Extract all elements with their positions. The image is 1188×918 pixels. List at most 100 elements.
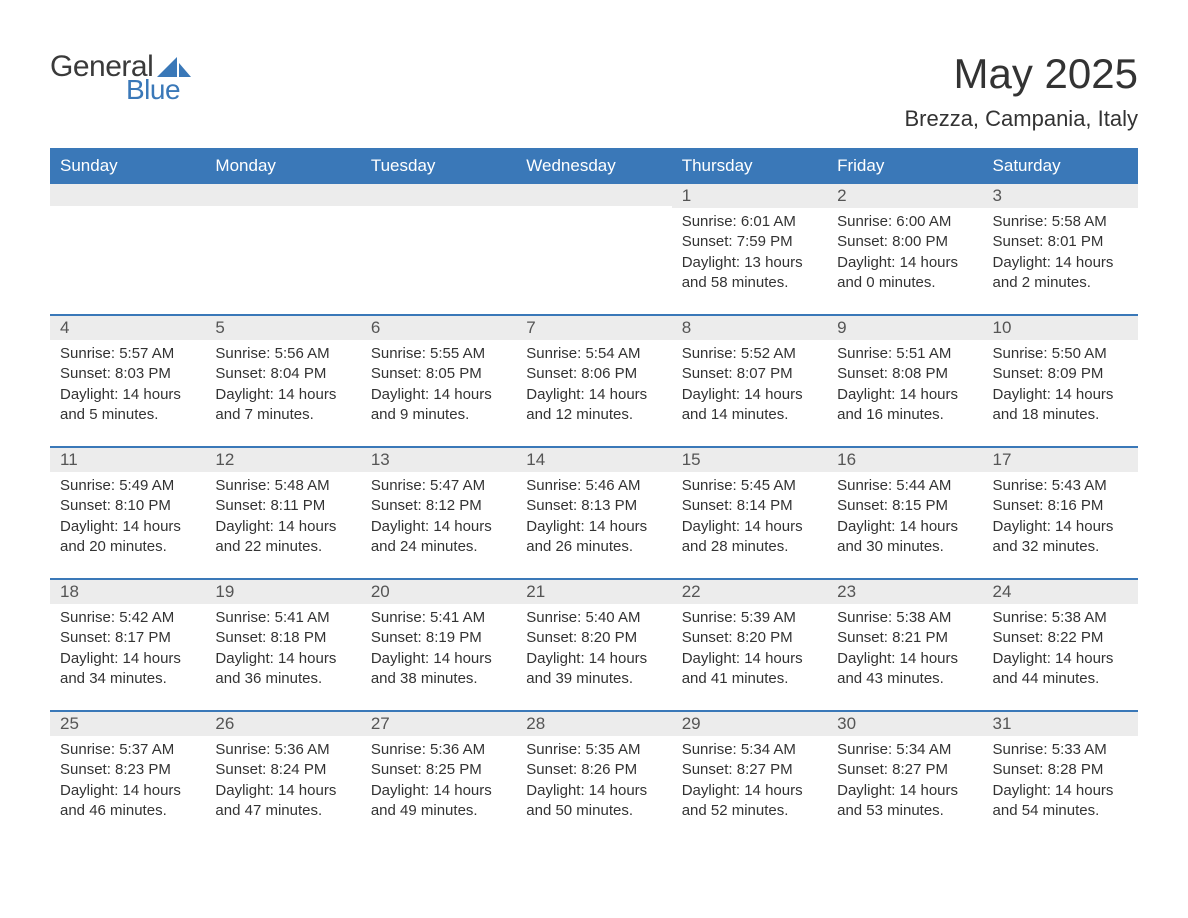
sunset-text: Sunset: 8:27 PM bbox=[837, 760, 972, 780]
weekday-header: Thursday bbox=[672, 149, 827, 182]
title-block: May 2025 Brezza, Campania, Italy bbox=[904, 50, 1138, 132]
sunrise-text: Sunrise: 5:49 AM bbox=[60, 476, 195, 496]
calendar-day-cell: 12Sunrise: 5:48 AMSunset: 8:11 PMDayligh… bbox=[205, 446, 360, 578]
calendar-day-cell: 16Sunrise: 5:44 AMSunset: 8:15 PMDayligh… bbox=[827, 446, 982, 578]
day-details: Sunrise: 5:46 AMSunset: 8:13 PMDaylight:… bbox=[516, 472, 671, 563]
daylight-text-1: Daylight: 14 hours bbox=[215, 781, 350, 801]
day-details: Sunrise: 5:44 AMSunset: 8:15 PMDaylight:… bbox=[827, 472, 982, 563]
daylight-text-2: and 12 minutes. bbox=[526, 405, 661, 425]
day-number-empty bbox=[205, 182, 360, 206]
sunset-text: Sunset: 8:09 PM bbox=[993, 364, 1128, 384]
day-number: 19 bbox=[205, 578, 360, 604]
calendar-header-row: SundayMondayTuesdayWednesdayThursdayFrid… bbox=[50, 149, 1138, 182]
weekday-header: Saturday bbox=[983, 149, 1138, 182]
day-details: Sunrise: 5:49 AMSunset: 8:10 PMDaylight:… bbox=[50, 472, 205, 563]
sunrise-text: Sunrise: 5:36 AM bbox=[215, 740, 350, 760]
calendar-day-cell bbox=[205, 182, 360, 314]
daylight-text-1: Daylight: 14 hours bbox=[526, 385, 661, 405]
daylight-text-1: Daylight: 14 hours bbox=[837, 517, 972, 537]
calendar-day-cell: 31Sunrise: 5:33 AMSunset: 8:28 PMDayligh… bbox=[983, 710, 1138, 842]
day-details: Sunrise: 5:55 AMSunset: 8:05 PMDaylight:… bbox=[361, 340, 516, 431]
day-number-empty bbox=[361, 182, 516, 206]
calendar-week-row: 18Sunrise: 5:42 AMSunset: 8:17 PMDayligh… bbox=[50, 578, 1138, 710]
daylight-text-2: and 38 minutes. bbox=[371, 669, 506, 689]
day-number: 30 bbox=[827, 710, 982, 736]
sunset-text: Sunset: 8:05 PM bbox=[371, 364, 506, 384]
brand-word2: Blue bbox=[126, 74, 180, 106]
sunrise-text: Sunrise: 5:52 AM bbox=[682, 344, 817, 364]
day-number: 21 bbox=[516, 578, 671, 604]
sunrise-text: Sunrise: 5:50 AM bbox=[993, 344, 1128, 364]
day-details: Sunrise: 5:36 AMSunset: 8:25 PMDaylight:… bbox=[361, 736, 516, 827]
daylight-text-2: and 26 minutes. bbox=[526, 537, 661, 557]
calendar-day-cell: 22Sunrise: 5:39 AMSunset: 8:20 PMDayligh… bbox=[672, 578, 827, 710]
sunrise-text: Sunrise: 5:35 AM bbox=[526, 740, 661, 760]
day-details: Sunrise: 5:38 AMSunset: 8:22 PMDaylight:… bbox=[983, 604, 1138, 695]
day-details: Sunrise: 5:56 AMSunset: 8:04 PMDaylight:… bbox=[205, 340, 360, 431]
sunset-text: Sunset: 8:08 PM bbox=[837, 364, 972, 384]
sunrise-text: Sunrise: 5:33 AM bbox=[993, 740, 1128, 760]
sunrise-text: Sunrise: 5:43 AM bbox=[993, 476, 1128, 496]
calendar-day-cell: 8Sunrise: 5:52 AMSunset: 8:07 PMDaylight… bbox=[672, 314, 827, 446]
sunset-text: Sunset: 8:22 PM bbox=[993, 628, 1128, 648]
sunrise-text: Sunrise: 5:46 AM bbox=[526, 476, 661, 496]
calendar-day-cell: 18Sunrise: 5:42 AMSunset: 8:17 PMDayligh… bbox=[50, 578, 205, 710]
weekday-header: Monday bbox=[205, 149, 360, 182]
calendar-day-cell: 27Sunrise: 5:36 AMSunset: 8:25 PMDayligh… bbox=[361, 710, 516, 842]
sunrise-text: Sunrise: 5:38 AM bbox=[993, 608, 1128, 628]
calendar-day-cell: 29Sunrise: 5:34 AMSunset: 8:27 PMDayligh… bbox=[672, 710, 827, 842]
day-number: 23 bbox=[827, 578, 982, 604]
calendar-day-cell: 10Sunrise: 5:50 AMSunset: 8:09 PMDayligh… bbox=[983, 314, 1138, 446]
daylight-text-2: and 39 minutes. bbox=[526, 669, 661, 689]
calendar-day-cell: 23Sunrise: 5:38 AMSunset: 8:21 PMDayligh… bbox=[827, 578, 982, 710]
sunset-text: Sunset: 8:14 PM bbox=[682, 496, 817, 516]
weekday-header: Friday bbox=[827, 149, 982, 182]
sunset-text: Sunset: 8:15 PM bbox=[837, 496, 972, 516]
day-number: 11 bbox=[50, 446, 205, 472]
daylight-text-1: Daylight: 14 hours bbox=[682, 517, 817, 537]
calendar-day-cell: 3Sunrise: 5:58 AMSunset: 8:01 PMDaylight… bbox=[983, 182, 1138, 314]
calendar-week-row: 25Sunrise: 5:37 AMSunset: 8:23 PMDayligh… bbox=[50, 710, 1138, 842]
day-details: Sunrise: 5:39 AMSunset: 8:20 PMDaylight:… bbox=[672, 604, 827, 695]
sunset-text: Sunset: 8:16 PM bbox=[993, 496, 1128, 516]
calendar-day-cell: 4Sunrise: 5:57 AMSunset: 8:03 PMDaylight… bbox=[50, 314, 205, 446]
sunset-text: Sunset: 8:21 PM bbox=[837, 628, 972, 648]
sunset-text: Sunset: 8:11 PM bbox=[215, 496, 350, 516]
day-number: 10 bbox=[983, 314, 1138, 340]
daylight-text-2: and 30 minutes. bbox=[837, 537, 972, 557]
sunrise-text: Sunrise: 5:40 AM bbox=[526, 608, 661, 628]
sunrise-text: Sunrise: 5:58 AM bbox=[993, 212, 1128, 232]
daylight-text-1: Daylight: 14 hours bbox=[215, 385, 350, 405]
day-details: Sunrise: 5:51 AMSunset: 8:08 PMDaylight:… bbox=[827, 340, 982, 431]
sunset-text: Sunset: 8:23 PM bbox=[60, 760, 195, 780]
day-number: 20 bbox=[361, 578, 516, 604]
day-details: Sunrise: 6:00 AMSunset: 8:00 PMDaylight:… bbox=[827, 208, 982, 299]
calendar-day-cell: 9Sunrise: 5:51 AMSunset: 8:08 PMDaylight… bbox=[827, 314, 982, 446]
daylight-text-1: Daylight: 14 hours bbox=[682, 385, 817, 405]
weekday-header: Sunday bbox=[50, 149, 205, 182]
day-details: Sunrise: 5:41 AMSunset: 8:19 PMDaylight:… bbox=[361, 604, 516, 695]
daylight-text-2: and 52 minutes. bbox=[682, 801, 817, 821]
daylight-text-2: and 49 minutes. bbox=[371, 801, 506, 821]
day-details: Sunrise: 5:34 AMSunset: 8:27 PMDaylight:… bbox=[672, 736, 827, 827]
sunset-text: Sunset: 8:25 PM bbox=[371, 760, 506, 780]
sunrise-text: Sunrise: 5:38 AM bbox=[837, 608, 972, 628]
header: General Blue May 2025 Brezza, Campania, … bbox=[50, 50, 1138, 132]
daylight-text-2: and 7 minutes. bbox=[215, 405, 350, 425]
sunset-text: Sunset: 8:03 PM bbox=[60, 364, 195, 384]
sunrise-text: Sunrise: 5:37 AM bbox=[60, 740, 195, 760]
daylight-text-1: Daylight: 14 hours bbox=[215, 649, 350, 669]
day-number: 27 bbox=[361, 710, 516, 736]
calendar-day-cell: 15Sunrise: 5:45 AMSunset: 8:14 PMDayligh… bbox=[672, 446, 827, 578]
daylight-text-1: Daylight: 14 hours bbox=[682, 781, 817, 801]
sunrise-text: Sunrise: 5:47 AM bbox=[371, 476, 506, 496]
daylight-text-2: and 22 minutes. bbox=[215, 537, 350, 557]
day-number: 15 bbox=[672, 446, 827, 472]
sunrise-text: Sunrise: 5:45 AM bbox=[682, 476, 817, 496]
day-details: Sunrise: 5:45 AMSunset: 8:14 PMDaylight:… bbox=[672, 472, 827, 563]
daylight-text-2: and 53 minutes. bbox=[837, 801, 972, 821]
sunrise-text: Sunrise: 5:41 AM bbox=[215, 608, 350, 628]
daylight-text-2: and 46 minutes. bbox=[60, 801, 195, 821]
day-details: Sunrise: 5:34 AMSunset: 8:27 PMDaylight:… bbox=[827, 736, 982, 827]
daylight-text-1: Daylight: 14 hours bbox=[60, 385, 195, 405]
